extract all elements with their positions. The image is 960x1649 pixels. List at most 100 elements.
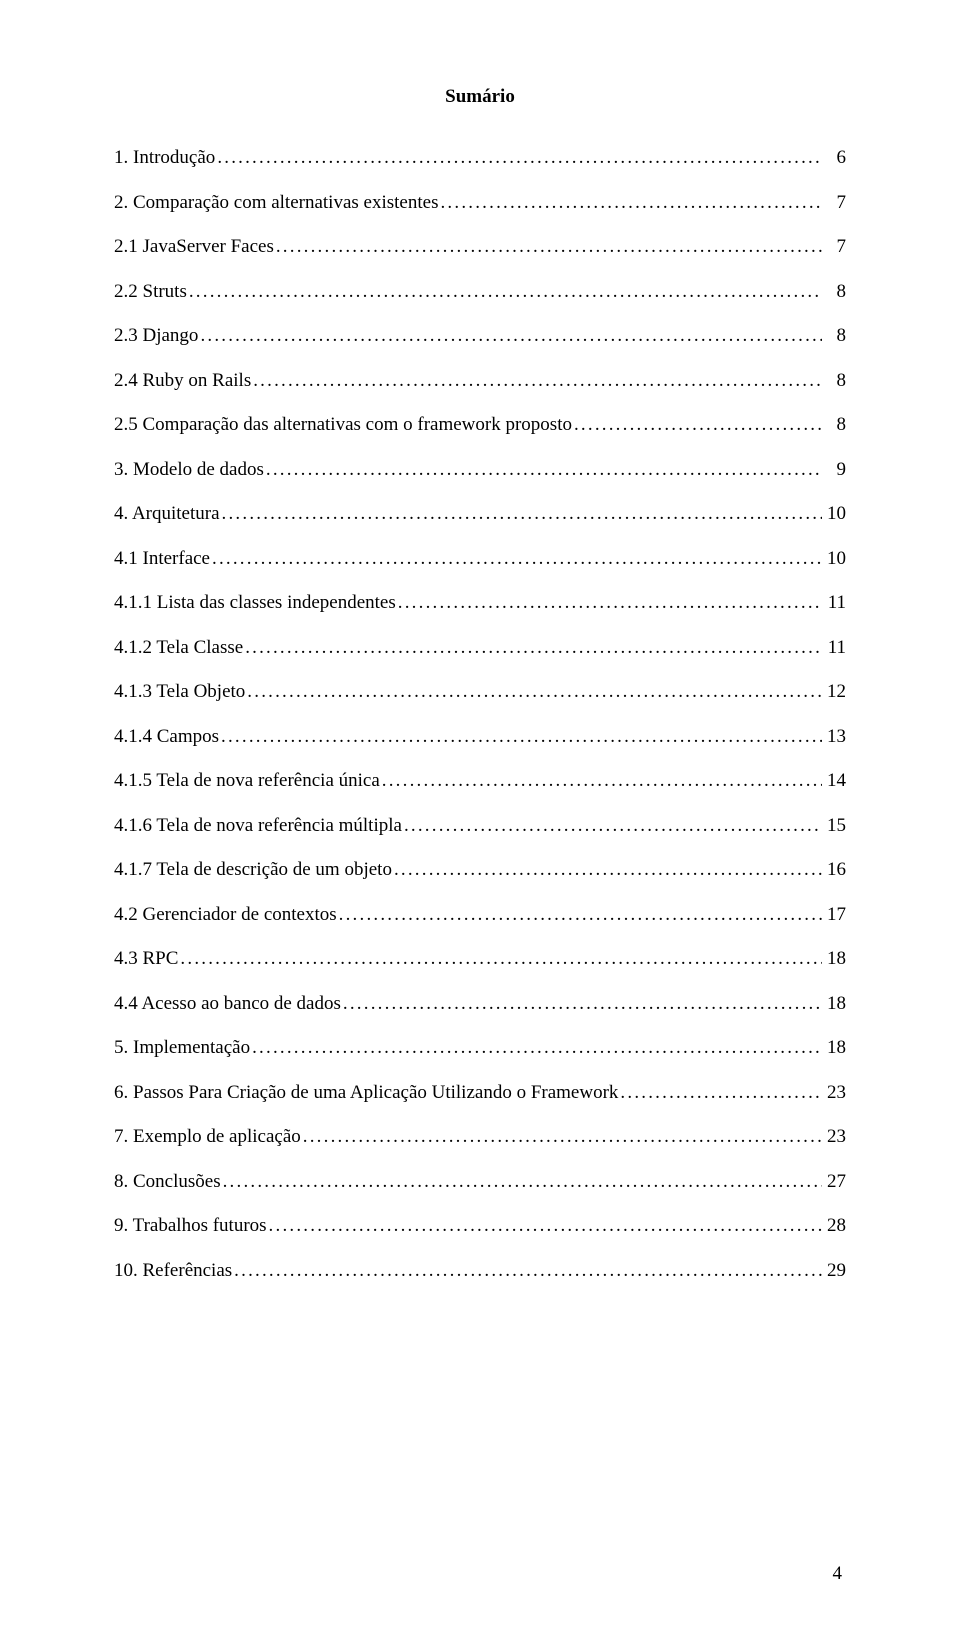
toc-entry-page: 23 xyxy=(822,1083,846,1102)
toc-leader-dots xyxy=(572,415,822,434)
toc-row: 4.1.1 Lista das classes independentes 11 xyxy=(114,593,846,612)
toc-entry-page: 18 xyxy=(822,994,846,1013)
toc-row: 2.1 JavaServer Faces 7 xyxy=(114,237,846,256)
toc-row: 6. Passos Para Criação de uma Aplicação … xyxy=(114,1083,846,1102)
toc-entry-label: 4.1.2 Tela Classe xyxy=(114,638,243,657)
toc-entry-page: 10 xyxy=(822,504,846,523)
toc-row: 5. Implementação 18 xyxy=(114,1038,846,1057)
toc-entry-label: 4.1 Interface xyxy=(114,549,210,568)
toc-leader-dots xyxy=(438,193,822,212)
toc-entry-label: 2.3 Django xyxy=(114,326,198,345)
toc-entry-label: 4.4 Acesso ao banco de dados xyxy=(114,994,341,1013)
toc-row: 4. Arquitetura 10 xyxy=(114,504,846,523)
toc-entry-page: 27 xyxy=(822,1172,846,1191)
toc-leader-dots xyxy=(396,593,822,612)
toc-entry-label: 4.1.5 Tela de nova referência única xyxy=(114,771,380,790)
toc-entry-page: 23 xyxy=(822,1127,846,1146)
toc-entry-label: 4.1.4 Campos xyxy=(114,727,219,746)
toc-entry-page: 16 xyxy=(822,860,846,879)
toc-leader-dots xyxy=(245,682,822,701)
toc-row: 4.1.3 Tela Objeto 12 xyxy=(114,682,846,701)
toc-leader-dots xyxy=(198,326,822,345)
toc-leader-dots xyxy=(341,994,822,1013)
document-page: Sumário 1. Introdução 62. Comparação com… xyxy=(0,0,960,1649)
toc-entry-label: 6. Passos Para Criação de uma Aplicação … xyxy=(114,1083,618,1102)
toc-leader-dots xyxy=(215,148,822,167)
toc-row: 7. Exemplo de aplicação 23 xyxy=(114,1127,846,1146)
toc-leader-dots xyxy=(301,1127,822,1146)
toc-row: 8. Conclusões 27 xyxy=(114,1172,846,1191)
toc-row: 1. Introdução 6 xyxy=(114,148,846,167)
toc-entry-label: 4.1.6 Tela de nova referência múltipla xyxy=(114,816,402,835)
toc-entry-page: 15 xyxy=(822,816,846,835)
toc-entry-label: 2.1 JavaServer Faces xyxy=(114,237,274,256)
toc-row: 2.2 Struts 8 xyxy=(114,282,846,301)
toc-leader-dots xyxy=(264,460,822,479)
toc-leader-dots xyxy=(178,949,822,968)
toc-entry-label: 2.5 Comparação das alternativas com o fr… xyxy=(114,415,572,434)
toc-row: 4.1.5 Tela de nova referência única 14 xyxy=(114,771,846,790)
toc-entry-page: 9 xyxy=(822,460,846,479)
toc-entry-label: 4.1.7 Tela de descrição de um objeto xyxy=(114,860,392,879)
toc-row: 4.4 Acesso ao banco de dados 18 xyxy=(114,994,846,1013)
toc-leader-dots xyxy=(243,638,822,657)
toc-entry-label: 2.2 Struts xyxy=(114,282,187,301)
toc-entry-label: 3. Modelo de dados xyxy=(114,460,264,479)
toc-row: 9. Trabalhos futuros 28 xyxy=(114,1216,846,1235)
toc-entry-page: 11 xyxy=(822,593,846,612)
toc-entry-label: 2.4 Ruby on Rails xyxy=(114,371,251,390)
toc-entry-page: 18 xyxy=(822,1038,846,1057)
toc-leader-dots xyxy=(618,1083,822,1102)
page-number: 4 xyxy=(833,1563,843,1585)
toc-row: 3. Modelo de dados 9 xyxy=(114,460,846,479)
toc-row: 2.5 Comparação das alternativas com o fr… xyxy=(114,415,846,434)
toc-entry-page: 14 xyxy=(822,771,846,790)
toc-entry-label: 8. Conclusões xyxy=(114,1172,221,1191)
toc-entry-label: 1. Introdução xyxy=(114,148,215,167)
toc-entry-page: 12 xyxy=(822,682,846,701)
toc-entry-page: 10 xyxy=(822,549,846,568)
toc-leader-dots xyxy=(392,860,822,879)
toc-entry-page: 7 xyxy=(822,193,846,212)
toc-leader-dots xyxy=(267,1216,822,1235)
toc-row: 4.1.6 Tela de nova referência múltipla 1… xyxy=(114,816,846,835)
toc-entry-label: 5. Implementação xyxy=(114,1038,250,1057)
toc-entry-page: 6 xyxy=(822,148,846,167)
toc-leader-dots xyxy=(250,1038,822,1057)
toc-row: 4.1.4 Campos 13 xyxy=(114,727,846,746)
toc-leader-dots xyxy=(210,549,822,568)
toc-row: 2.4 Ruby on Rails 8 xyxy=(114,371,846,390)
toc-row: 4.1 Interface 10 xyxy=(114,549,846,568)
toc-entry-page: 18 xyxy=(822,949,846,968)
toc-row: 4.1.2 Tela Classe 11 xyxy=(114,638,846,657)
toc-entry-page: 17 xyxy=(822,905,846,924)
toc-row: 4.1.7 Tela de descrição de um objeto 16 xyxy=(114,860,846,879)
toc-entry-page: 7 xyxy=(822,237,846,256)
toc-leader-dots xyxy=(221,1172,822,1191)
toc-entry-page: 8 xyxy=(822,282,846,301)
toc-entry-page: 8 xyxy=(822,326,846,345)
toc-entry-label: 7. Exemplo de aplicação xyxy=(114,1127,301,1146)
toc-leader-dots xyxy=(232,1261,822,1280)
toc-entry-label: 9. Trabalhos futuros xyxy=(114,1216,267,1235)
toc-entry-label: 4. Arquitetura xyxy=(114,504,220,523)
toc-leader-dots xyxy=(220,504,822,523)
toc-leader-dots xyxy=(337,905,822,924)
toc-entry-page: 28 xyxy=(822,1216,846,1235)
toc-list: 1. Introdução 6 2. Comparação com alterna… xyxy=(114,148,846,1280)
toc-row: 4.3 RPC 18 xyxy=(114,949,846,968)
toc-entry-label: 2. Comparação com alternativas existente… xyxy=(114,193,438,212)
toc-entry-page: 8 xyxy=(822,415,846,434)
toc-row: 2.3 Django 8 xyxy=(114,326,846,345)
toc-leader-dots xyxy=(402,816,822,835)
toc-leader-dots xyxy=(187,282,822,301)
toc-entry-label: 4.3 RPC xyxy=(114,949,178,968)
toc-row: 4.2 Gerenciador de contextos 17 xyxy=(114,905,846,924)
toc-leader-dots xyxy=(274,237,822,256)
toc-entry-label: 4.1.1 Lista das classes independentes xyxy=(114,593,396,612)
toc-leader-dots xyxy=(251,371,822,390)
toc-leader-dots xyxy=(219,727,822,746)
toc-entry-page: 8 xyxy=(822,371,846,390)
toc-entry-label: 10. Referências xyxy=(114,1261,232,1280)
toc-row: 10. Referências 29 xyxy=(114,1261,846,1280)
